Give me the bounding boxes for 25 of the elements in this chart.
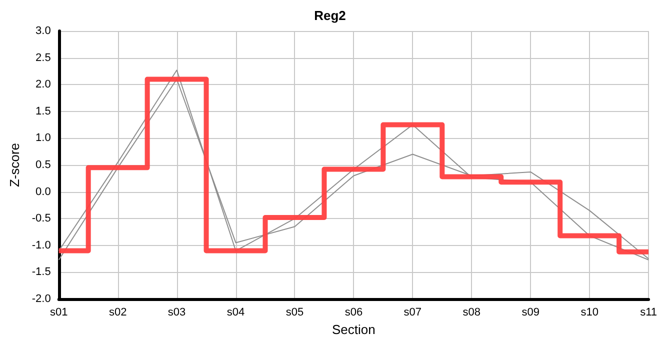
x-tick-label: s08 [462,306,481,318]
y-axis-title: Z-score [7,142,22,188]
x-tick-label: s07 [404,306,422,318]
y-tick-label: -1.5 [32,266,51,278]
x-tick-label: s06 [344,306,363,318]
y-tick-label: 3.0 [36,25,51,37]
x-tick-label: s05 [286,306,304,318]
x-tick-label: s09 [522,306,540,318]
x-tick-label: s01 [50,306,68,318]
x-tick-label: s10 [580,306,598,318]
chart-title: Reg2 [314,8,346,23]
x-tick-label: s02 [108,306,127,318]
y-tick-label: -0.5 [32,212,51,225]
x-tick-label: s04 [226,306,245,318]
y-tick-label: -2.0 [32,293,51,305]
y-tick-label: 2.5 [36,52,51,64]
y-tick-label: 0.0 [36,186,51,198]
y-tick-label: 0.5 [36,159,51,171]
x-tick-label: s03 [168,306,186,318]
y-tick-label: 1.0 [36,132,51,144]
x-tick-label: s11 [640,306,657,318]
y-tick-label: 1.5 [36,105,51,118]
y-tick-label: 2.0 [36,78,51,91]
x-axis-title: Section [332,322,376,337]
y-tick-label: -1.0 [32,239,51,252]
